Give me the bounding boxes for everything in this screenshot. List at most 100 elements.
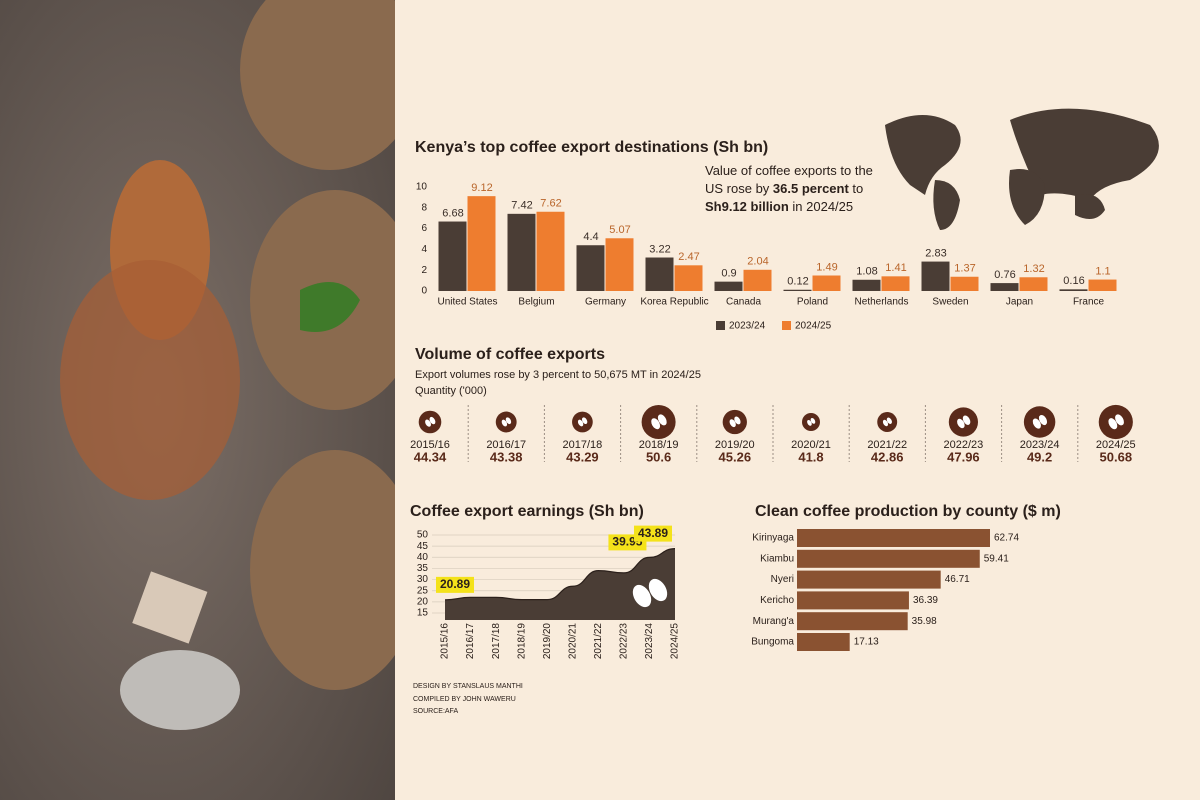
- x-tick-label: Canada: [726, 297, 761, 308]
- category-label: Bungoma: [751, 637, 794, 648]
- x-tick-label: Germany: [585, 297, 626, 308]
- value-label: 59.41: [984, 553, 1009, 564]
- x-tick-label: United States: [437, 297, 497, 308]
- value-label: 2.83: [925, 247, 946, 259]
- bean: [425, 419, 431, 427]
- y-tick-label: 0: [421, 286, 427, 297]
- y-tick-label: 8: [421, 202, 427, 213]
- value-label: 41.8: [798, 449, 823, 464]
- credit: DESIGN BY STANSLAUS MANTHI: [413, 683, 523, 690]
- y-tick-label: 2: [421, 265, 427, 276]
- value-label: 1.49: [816, 261, 837, 273]
- chart-title: Kenya’s top coffee export destinations (…: [415, 139, 768, 156]
- y-tick-label: 25: [417, 585, 429, 596]
- y-tick-label: 30: [417, 574, 429, 585]
- value-label: 47.96: [947, 449, 980, 464]
- value-label: 3.22: [649, 243, 670, 255]
- year-label: 2017/18: [563, 439, 603, 451]
- subtitle: Export volumes rose by 3 percent to 50,6…: [415, 369, 701, 381]
- chart-title: Clean coffee production by county ($ m): [755, 503, 1061, 520]
- area-line: [444, 548, 676, 601]
- value-label: 7.62: [540, 198, 561, 210]
- value-label: 42.86: [871, 449, 904, 464]
- legend-swatch: [716, 321, 725, 330]
- value-label: 45.26: [719, 449, 752, 464]
- chart-title: Coffee export earnings (Sh bn): [410, 503, 644, 520]
- value-label: 43.29: [566, 449, 599, 464]
- value-label: 17.13: [854, 637, 879, 648]
- year-label: 2023/24: [1020, 439, 1060, 451]
- bar: [645, 257, 674, 291]
- bean: [734, 416, 741, 425]
- bean: [505, 417, 512, 425]
- x-tick-label: 2021/22: [593, 623, 604, 660]
- x-tick-label: Belgium: [518, 297, 554, 308]
- bean: [651, 418, 661, 430]
- annotation: US rose by 36.5 percent to: [705, 181, 863, 196]
- value-label: 5.07: [609, 224, 630, 236]
- bean-icon: [648, 578, 668, 602]
- legend-label: 2024/25: [795, 321, 832, 332]
- x-tick-label: 2016/17: [465, 623, 476, 660]
- x-tick-label: 2024/25: [670, 623, 681, 660]
- value-label: 49.2: [1027, 449, 1052, 464]
- y-tick-label: 50: [417, 530, 429, 541]
- bean: [657, 414, 667, 426]
- value-label: 0.9: [721, 268, 736, 280]
- bar: [990, 283, 1019, 291]
- value-label: 4.4: [583, 231, 598, 243]
- value-label: 6.68: [442, 207, 463, 219]
- world-map: [885, 108, 1159, 230]
- y-tick-label: 10: [416, 182, 428, 193]
- label-box: [634, 525, 672, 542]
- x-tick-label: Korea Republic: [640, 297, 708, 308]
- bar: [674, 265, 703, 291]
- credit: COMPILED BY JOHN WAWERU: [413, 696, 516, 703]
- x-tick-label: Japan: [1006, 297, 1033, 308]
- y-tick-label: 15: [417, 608, 429, 619]
- x-tick-label: 2015/16: [440, 623, 451, 660]
- bar: [797, 570, 941, 589]
- x-tick-label: Poland: [797, 297, 828, 308]
- bean: [1032, 418, 1041, 429]
- bar: [783, 289, 812, 291]
- value-label: 62.74: [994, 533, 1019, 544]
- value-label: 44.34: [414, 449, 447, 464]
- value-label: 9.12: [471, 182, 492, 194]
- annotation: Sh9.12 billion in 2024/25: [705, 199, 853, 214]
- value-label: 2.04: [747, 256, 768, 268]
- bar: [467, 196, 496, 291]
- year-label: 2022/23: [944, 439, 984, 451]
- bar: [921, 261, 950, 291]
- bean: [1115, 414, 1124, 426]
- year-label: 2016/17: [486, 439, 526, 451]
- value-label: 1.37: [954, 263, 975, 275]
- x-tick-label: 2022/23: [619, 623, 630, 660]
- x-tick-label: Sweden: [932, 297, 968, 308]
- category-label: Kiambu: [760, 553, 794, 564]
- bar: [743, 269, 772, 291]
- annotation: Value of coffee exports to the: [705, 163, 873, 178]
- x-tick-label: 2023/24: [644, 623, 655, 660]
- value-label: 2.47: [678, 251, 699, 263]
- value-label: 1.08: [856, 266, 877, 278]
- bean: [729, 419, 736, 428]
- value-label: 35.98: [912, 616, 937, 627]
- bean: [429, 416, 436, 425]
- x-tick-label: 2018/19: [516, 623, 527, 660]
- bar: [1088, 279, 1117, 291]
- year-label: 2019/20: [715, 439, 755, 451]
- year-label: 2020/21: [791, 439, 831, 451]
- x-tick-label: 2019/20: [542, 623, 553, 660]
- x-tick-label: 2017/18: [491, 623, 502, 660]
- value-label: 46.71: [945, 574, 970, 585]
- legend-label: 2023/24: [729, 321, 766, 332]
- value-label: 50.68: [1100, 449, 1133, 464]
- year-label: 2015/16: [410, 439, 450, 451]
- y-tick-label: 40: [417, 552, 429, 563]
- bean: [882, 419, 889, 427]
- bean: [577, 419, 584, 427]
- bean: [1108, 418, 1118, 430]
- bean: [962, 415, 971, 425]
